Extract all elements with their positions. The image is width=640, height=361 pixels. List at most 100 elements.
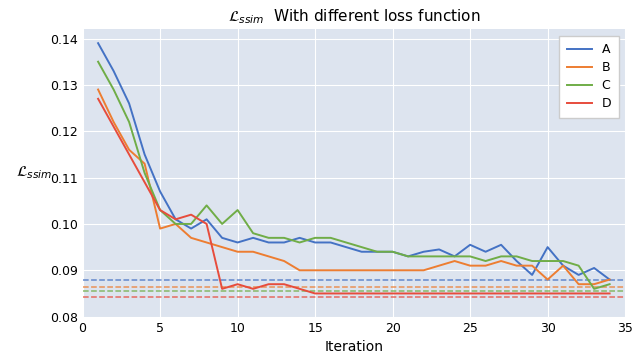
D: [203, 222, 211, 226]
D: [482, 291, 490, 296]
A: [544, 245, 552, 249]
C: [342, 240, 350, 245]
B: [327, 268, 335, 273]
C: [544, 259, 552, 263]
D: [280, 282, 288, 286]
B: [467, 264, 474, 268]
B: [172, 222, 179, 226]
A: [172, 217, 179, 221]
D: [94, 97, 102, 101]
C: [482, 259, 490, 263]
B: [528, 264, 536, 268]
D: [451, 291, 458, 296]
A: [234, 240, 241, 245]
C: [218, 222, 226, 226]
C: [203, 203, 211, 208]
D: [249, 287, 257, 291]
B: [358, 268, 365, 273]
C: [265, 236, 273, 240]
A: [249, 236, 257, 240]
D: [420, 291, 428, 296]
C: [110, 87, 118, 92]
A: [342, 245, 350, 249]
D: [467, 291, 474, 296]
B: [575, 282, 582, 286]
B: [296, 268, 303, 273]
D: [156, 208, 164, 212]
C: [575, 264, 582, 268]
D: [435, 291, 443, 296]
C: [141, 171, 148, 175]
C: [280, 236, 288, 240]
A: [388, 249, 396, 254]
Legend: A, B, C, D: A, B, C, D: [559, 35, 619, 118]
A: [125, 101, 133, 106]
B: [435, 264, 443, 268]
D: [497, 291, 505, 296]
Line: D: D: [98, 99, 610, 293]
B: [218, 245, 226, 249]
Line: B: B: [98, 90, 610, 284]
Title: $\mathcal{L}_{ssim}$  With different loss function: $\mathcal{L}_{ssim}$ With different loss…: [228, 7, 480, 26]
B: [188, 236, 195, 240]
A: [265, 240, 273, 245]
C: [497, 254, 505, 258]
B: [94, 87, 102, 92]
A: [358, 249, 365, 254]
B: [311, 268, 319, 273]
B: [559, 264, 567, 268]
C: [327, 236, 335, 240]
A: [188, 226, 195, 231]
B: [497, 259, 505, 263]
B: [110, 120, 118, 124]
A: [203, 217, 211, 221]
D: [559, 291, 567, 296]
D: [358, 291, 365, 296]
C: [296, 240, 303, 245]
A: [575, 273, 582, 277]
D: [373, 291, 381, 296]
C: [467, 254, 474, 258]
B: [590, 282, 598, 286]
A: [482, 249, 490, 254]
A: [404, 254, 412, 258]
D: [606, 291, 614, 296]
B: [141, 161, 148, 166]
B: [203, 240, 211, 245]
C: [528, 259, 536, 263]
A: [467, 243, 474, 247]
C: [94, 60, 102, 64]
B: [373, 268, 381, 273]
A: [280, 240, 288, 245]
C: [188, 222, 195, 226]
C: [435, 254, 443, 258]
A: [497, 243, 505, 247]
D: [513, 291, 520, 296]
C: [373, 249, 381, 254]
A: [141, 152, 148, 157]
A: [420, 249, 428, 254]
C: [420, 254, 428, 258]
C: [590, 287, 598, 291]
D: [590, 291, 598, 296]
A: [590, 266, 598, 270]
A: [373, 249, 381, 254]
C: [404, 254, 412, 258]
D: [575, 291, 582, 296]
D: [404, 291, 412, 296]
A: [218, 236, 226, 240]
C: [249, 231, 257, 235]
D: [528, 291, 536, 296]
A: [156, 189, 164, 193]
C: [513, 254, 520, 258]
C: [311, 236, 319, 240]
B: [451, 259, 458, 263]
B: [234, 249, 241, 254]
B: [404, 268, 412, 273]
Line: C: C: [98, 62, 610, 289]
C: [125, 120, 133, 124]
C: [234, 208, 241, 212]
Y-axis label: $\mathcal{L}_{ssim}$: $\mathcal{L}_{ssim}$: [15, 165, 52, 181]
B: [482, 264, 490, 268]
B: [265, 254, 273, 258]
